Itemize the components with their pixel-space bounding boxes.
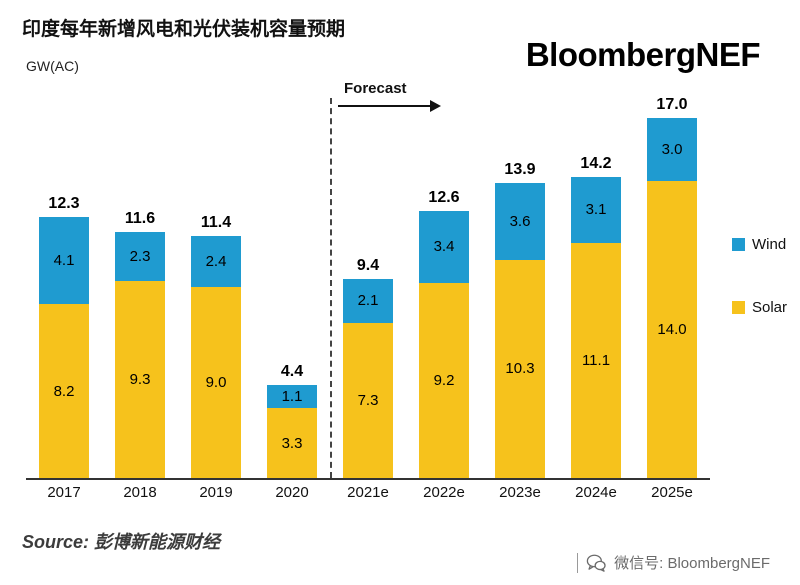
legend: Wind Solar [732, 236, 787, 316]
wind-bar-segment: 3.4 [419, 210, 469, 283]
bar-column: 11.4 2.4 9.0 [178, 88, 254, 478]
forecast-divider-line [330, 98, 332, 478]
bar-column: 13.9 3.6 10.3 [482, 88, 558, 478]
solar-bar-segment: 8.2 [39, 304, 89, 478]
chart-title: 印度每年新增风电和光伏装机容量预期 [22, 19, 346, 40]
solar-value-label: 11.1 [581, 351, 611, 369]
y-axis-unit-label: GW(AC) [26, 58, 79, 74]
x-axis-label: 2024e [575, 484, 617, 501]
legend-label: Wind [752, 236, 787, 253]
wind-bar-segment: 3.1 [571, 176, 621, 243]
legend-item-wind: Wind [732, 236, 787, 253]
bar-column: 14.2 3.1 11.1 [558, 88, 634, 478]
solar-bar-segment: 14.0 [647, 181, 697, 478]
solar-value-label: 3.3 [281, 434, 303, 452]
solar-value-label: 9.3 [129, 370, 151, 388]
x-axis-label: 2019 [199, 484, 233, 501]
bar-total-label: 14.2 [580, 154, 612, 172]
x-axis-label: 2017 [47, 484, 81, 501]
bar-total-label: 17.0 [656, 95, 688, 113]
solar-bar-segment: 9.0 [191, 287, 241, 478]
x-axis-label: 2025e [651, 484, 693, 501]
wechat-footer: 微信号: BloombergNEF [577, 552, 770, 573]
wind-value-label: 2.4 [205, 253, 227, 271]
wind-value-label: 4.1 [53, 252, 75, 270]
bar-total-label: 4.4 [280, 362, 304, 380]
solar-bar-segment: 11.1 [571, 242, 621, 478]
wind-value-label: 2.3 [129, 247, 151, 265]
bar-total-label: 12.6 [428, 188, 460, 206]
wind-bar-segment: 2.3 [115, 232, 165, 281]
source-note: Source: 彭博新能源财经 [22, 532, 221, 552]
bar-column: 12.6 3.4 9.2 [406, 88, 482, 478]
solar-bar-segment: 10.3 [495, 259, 545, 478]
wind-bar-segment: 2.1 [343, 278, 393, 324]
x-axis-label: 2018 [123, 484, 157, 501]
wind-bar-segment: 3.0 [647, 117, 697, 182]
solar-bar-segment: 7.3 [343, 323, 393, 478]
bar-total-label: 12.3 [48, 195, 80, 213]
footer-divider [577, 552, 579, 573]
x-axis-label: 2023e [499, 484, 541, 501]
wind-value-label: 1.1 [281, 387, 303, 405]
wechat-id-text: 微信号: BloombergNEF [614, 555, 770, 572]
x-axis-label: 2022e [423, 484, 465, 501]
solar-value-label: 7.3 [357, 392, 379, 410]
solar-value-label: 14.0 [657, 321, 687, 339]
x-axis-labels: 2017 2018 2019 2020 2021e 2022e 2023e 2024e 2025… [26, 484, 710, 501]
solar-value-label: 10.3 [505, 360, 535, 378]
forecast-label: Forecast [344, 80, 407, 97]
solar-value-label: 9.0 [205, 374, 227, 392]
solar-bar-segment: 9.3 [115, 280, 165, 478]
wind-bar-segment: 1.1 [267, 384, 317, 409]
wind-value-label: 2.1 [357, 292, 379, 310]
legend-label: Solar [752, 299, 788, 316]
bar-column: 12.3 4.1 8.2 [26, 88, 102, 478]
wind-bar-segment: 3.6 [495, 183, 545, 260]
wind-value-label: 3.0 [661, 140, 683, 158]
wind-value-label: 3.1 [585, 201, 607, 219]
bar-column: 9.4 2.1 7.3 [330, 88, 406, 478]
wind-value-label: 3.6 [509, 212, 531, 230]
wind-bar-segment: 2.4 [191, 236, 241, 288]
x-axis-label: 2021e [347, 484, 389, 501]
wind-value-label: 3.4 [433, 238, 455, 256]
solar-swatch [732, 301, 745, 314]
solar-value-label: 8.2 [53, 382, 75, 400]
bar-column: 17.0 3.0 14.0 [634, 88, 710, 478]
bar-column: 4.4 1.1 3.3 [254, 88, 330, 478]
solar-bar-segment: 3.3 [267, 408, 317, 478]
bar-total-label: 9.4 [356, 256, 380, 274]
bar-total-label: 11.6 [124, 210, 156, 228]
plot-area: 12.3 4.1 8.2 11.6 2.3 9.3 11.4 2.4 9.0 4.4 1.1 3.3 9… [26, 88, 710, 480]
x-axis-label: 2020 [275, 484, 309, 501]
solar-value-label: 9.2 [433, 371, 455, 389]
bar-total-label: 13.9 [504, 161, 536, 179]
wind-swatch [732, 238, 745, 251]
wind-bar-segment: 4.1 [39, 217, 89, 305]
bloombergnef-logo: BloombergNEF [525, 36, 761, 73]
bar-column: 11.6 2.3 9.3 [102, 88, 178, 478]
wechat-icon [586, 554, 606, 572]
legend-item-solar: Solar [732, 299, 787, 316]
forecast-arrow-icon [338, 99, 442, 118]
solar-bar-segment: 9.2 [419, 282, 469, 478]
bar-total-label: 11.4 [200, 214, 232, 232]
